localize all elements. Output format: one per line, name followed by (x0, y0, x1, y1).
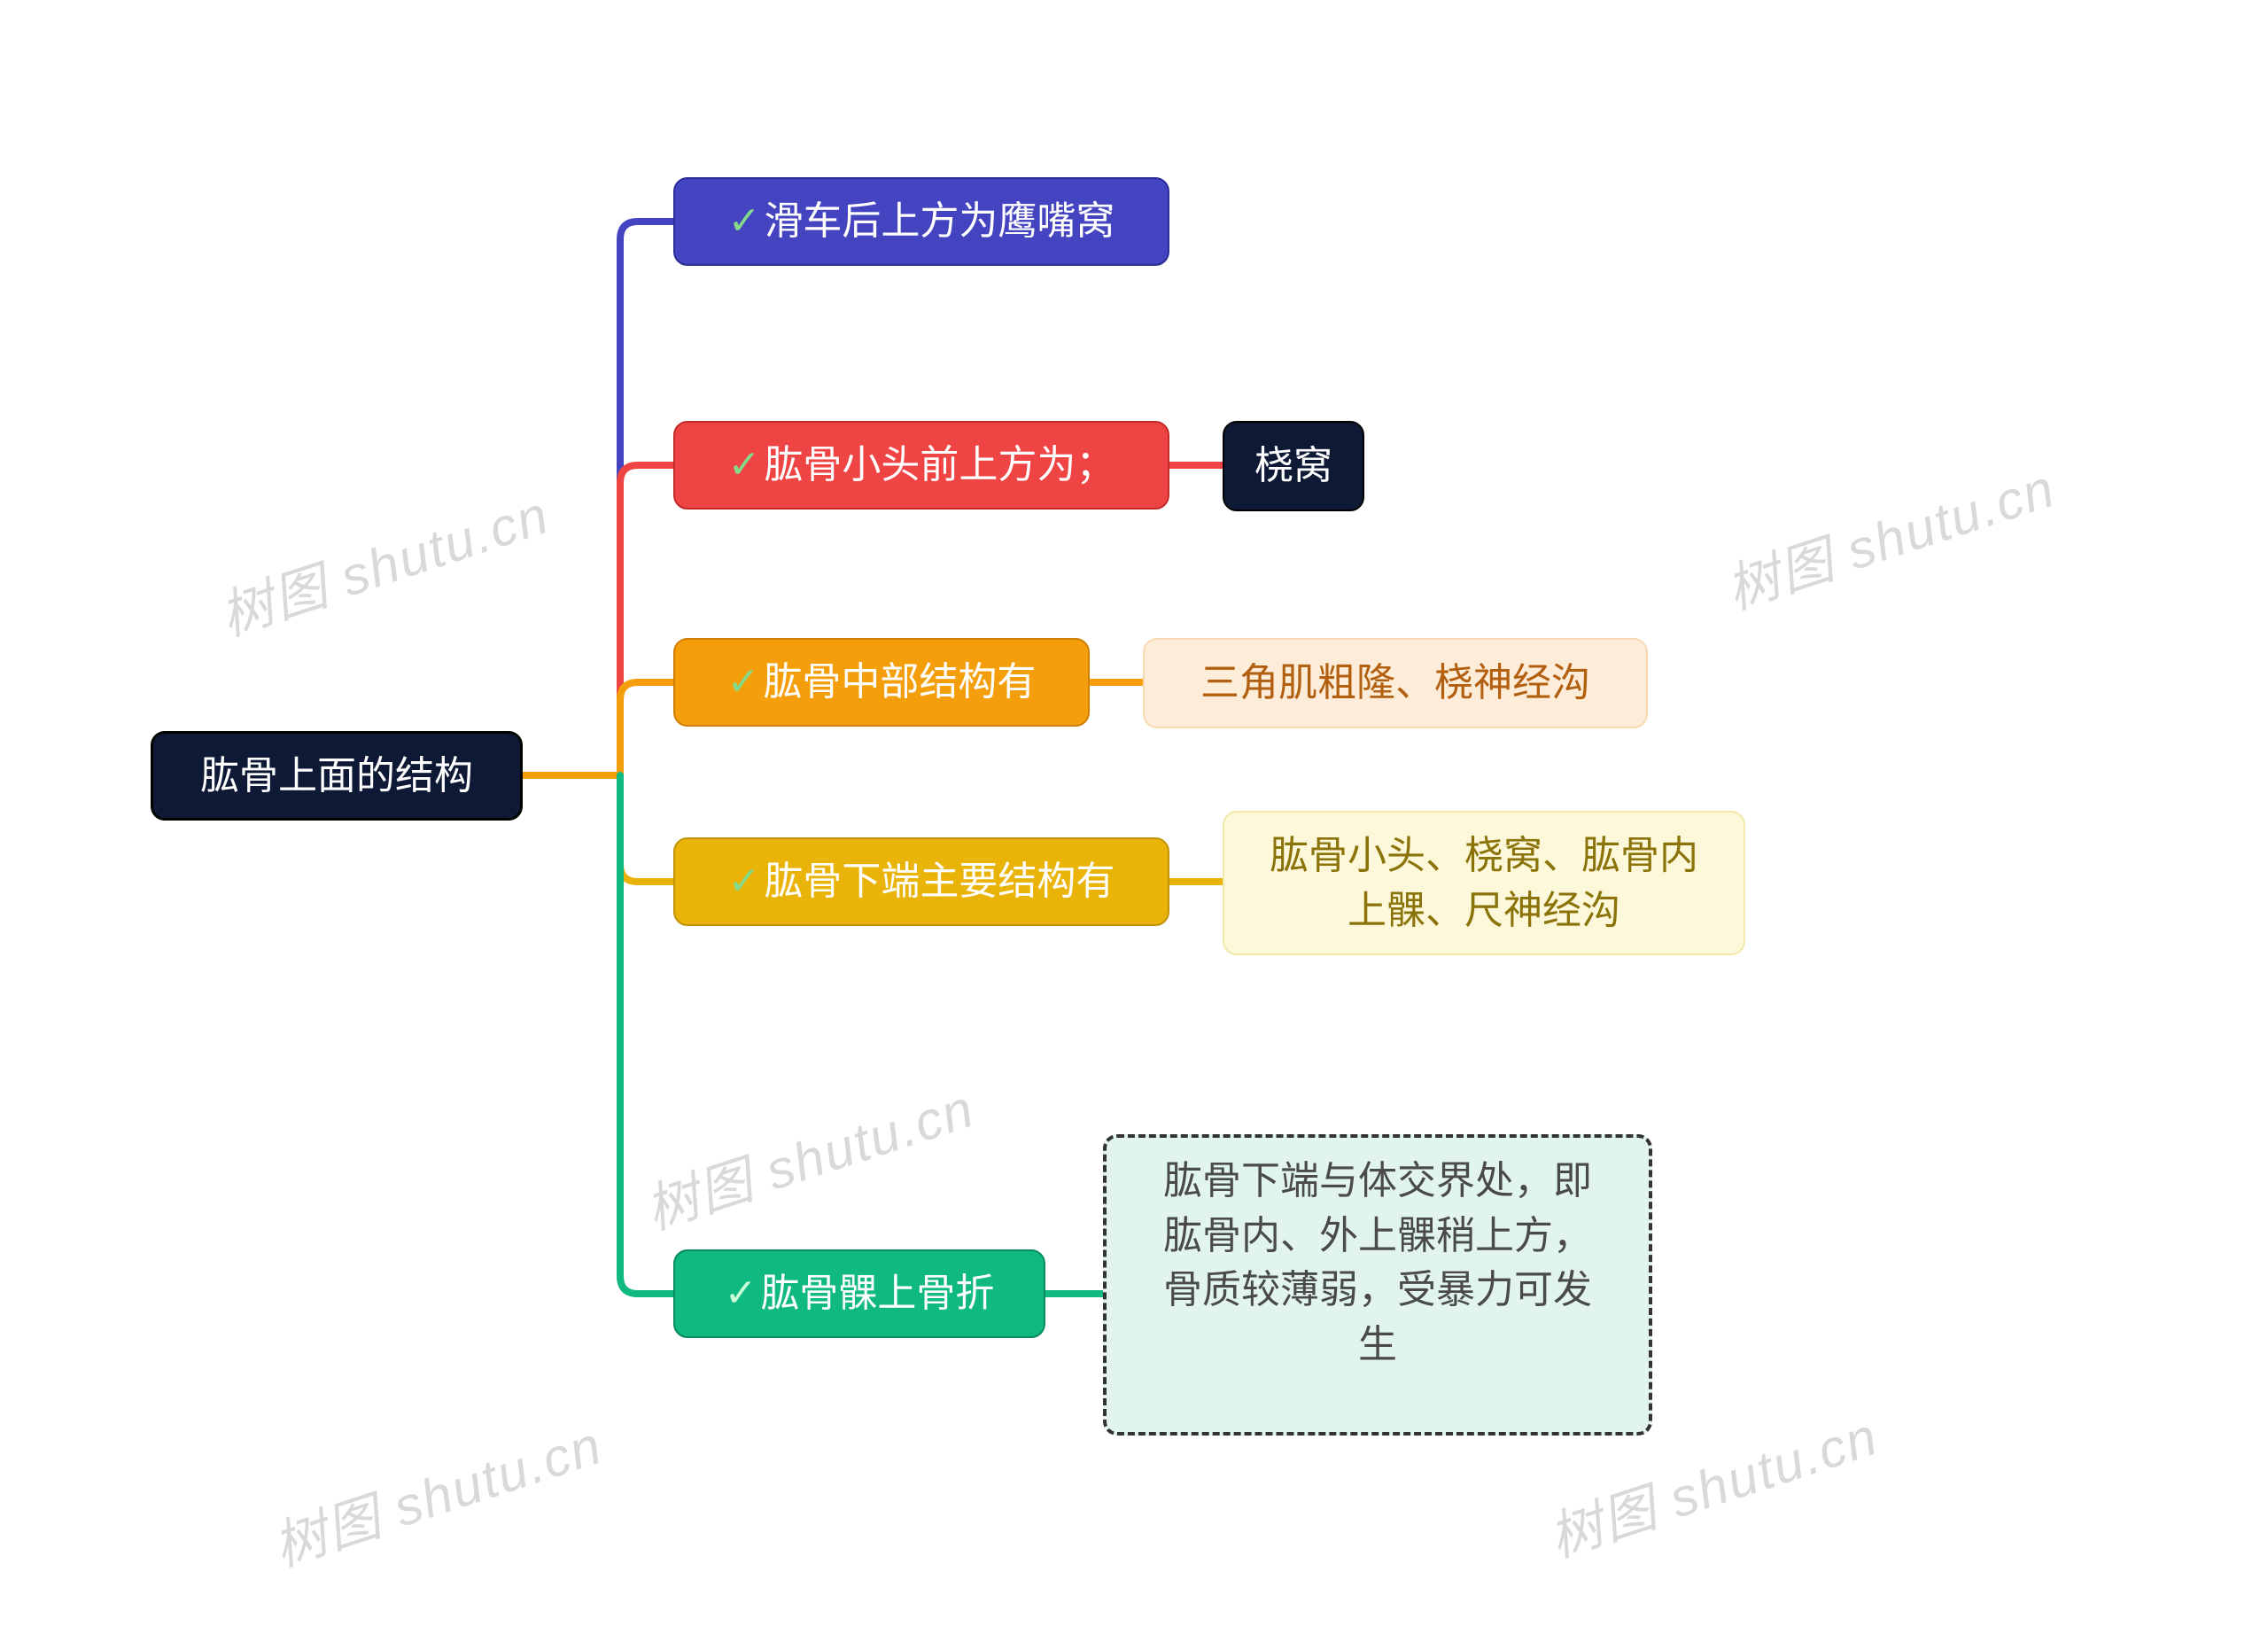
branch-label: 肱骨小头前上方为； (764, 439, 1115, 491)
branch-label: 肱骨中部结构有 (763, 656, 1036, 708)
mindmap-canvas: 树图 shutu.cn 树图 shutu.cn 树图 shutu.cn 树图 s… (0, 0, 2268, 1634)
check-icon: ✓ (725, 1267, 757, 1319)
root-label: 肱骨上面的结构 (200, 750, 473, 802)
branch-node-4: ✓ 肱骨下端主要结构有 (673, 837, 1169, 926)
leaf-text: 桡窝 (1254, 444, 1332, 487)
check-icon: ✓ (728, 439, 761, 491)
branch-label: 肱骨下端主要结构有 (764, 855, 1115, 907)
leaf-text: 肱骨小头、桡窝、肱骨内上髁、尺神经沟 (1270, 834, 1698, 932)
branch-label: 滑车后上方为鹰嘴窝 (764, 195, 1115, 247)
branch-node-3: ✓ 肱骨中部结构有 (673, 638, 1090, 727)
branch-node-5: ✓ 肱骨髁上骨折 (673, 1249, 1045, 1338)
watermark: 树图 shutu.cn (634, 1066, 983, 1245)
branch-node-1: ✓ 滑车后上方为鹰嘴窝 (673, 177, 1169, 266)
watermark: 树图 shutu.cn (262, 1403, 611, 1582)
leaf-node-2: 三角肌粗隆、桡神经沟 (1143, 638, 1648, 728)
watermark: 树图 shutu.cn (1715, 446, 2064, 625)
leaf-text: 肱骨下端与体交界处，即肱骨内、外上髁稍上方，骨质较薄弱，受暴力可发生 (1163, 1159, 1592, 1366)
leaf-node-4: 肱骨下端与体交界处，即肱骨内、外上髁稍上方，骨质较薄弱，受暴力可发生 (1103, 1134, 1652, 1436)
root-node: 肱骨上面的结构 (151, 731, 523, 821)
branch-node-2: ✓ 肱骨小头前上方为； (673, 421, 1169, 510)
leaf-text: 三角肌粗隆、桡神经沟 (1200, 661, 1590, 704)
check-icon: ✓ (727, 656, 760, 708)
leaf-node-1: 桡窝 (1223, 421, 1364, 511)
leaf-node-3: 肱骨小头、桡窝、肱骨内上髁、尺神经沟 (1223, 811, 1745, 955)
watermark: 树图 shutu.cn (209, 472, 558, 651)
branch-label: 肱骨髁上骨折 (760, 1267, 994, 1319)
check-icon: ✓ (728, 855, 761, 907)
check-icon: ✓ (728, 195, 761, 247)
